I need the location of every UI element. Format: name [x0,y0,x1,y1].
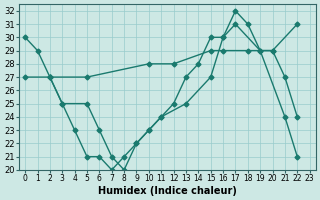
X-axis label: Humidex (Indice chaleur): Humidex (Indice chaleur) [98,186,237,196]
